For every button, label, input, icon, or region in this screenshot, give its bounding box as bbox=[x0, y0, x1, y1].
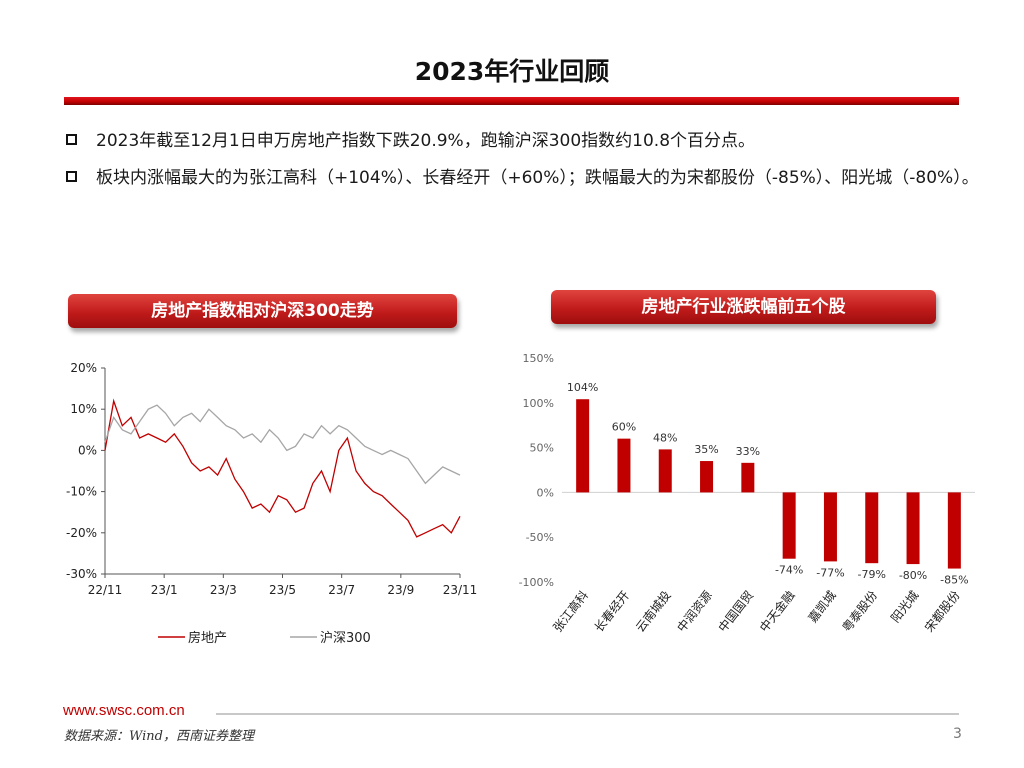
footer-url: www.swsc.com.cn bbox=[63, 702, 185, 719]
right-panel-title: 房地产行业涨跌幅前五个股 bbox=[551, 290, 936, 324]
bar bbox=[823, 492, 837, 562]
y-tick-label: -100% bbox=[519, 576, 554, 589]
category-label: 长春经开 bbox=[592, 588, 633, 634]
data-label: 104% bbox=[567, 381, 598, 394]
category-label: 粤泰股份 bbox=[839, 588, 880, 635]
bullet-square-icon bbox=[66, 134, 77, 145]
y-tick-label: -10% bbox=[66, 485, 97, 499]
x-tick-label: 23/5 bbox=[269, 583, 296, 597]
series-line-csi300 bbox=[104, 404, 461, 485]
bullet-square-icon bbox=[66, 171, 77, 182]
y-tick-label: -20% bbox=[66, 526, 97, 540]
bullet-item-2: 板块内涨幅最大的为张江高科（+104%）、长春经开（+60%）；跌幅最大的为宋都… bbox=[64, 164, 984, 224]
bar bbox=[658, 449, 672, 493]
y-tick-label: 20% bbox=[70, 361, 97, 375]
bar bbox=[700, 461, 714, 493]
y-tick-label: 50% bbox=[530, 442, 554, 455]
bar bbox=[782, 492, 796, 559]
y-tick-label: -50% bbox=[526, 531, 554, 544]
data-label: 48% bbox=[653, 431, 677, 444]
data-label: -77% bbox=[816, 566, 844, 579]
y-tick-label: 10% bbox=[70, 402, 97, 416]
category-label: 中国国贸 bbox=[715, 588, 756, 635]
category-label: 云南城投 bbox=[632, 588, 673, 635]
data-label: 35% bbox=[694, 443, 718, 456]
y-tick-label: 0% bbox=[78, 443, 97, 457]
y-tick-label: -30% bbox=[66, 567, 97, 581]
category-label: 阳光城 bbox=[888, 588, 921, 625]
legend-label: 房地产 bbox=[188, 630, 227, 646]
data-label: -85% bbox=[940, 574, 968, 587]
page-number: 3 bbox=[953, 726, 962, 742]
data-label: -79% bbox=[858, 568, 886, 581]
bullet-text: 2023年截至12月1日申万房地产指数下跌20.9%，跑输沪深300指数约10.… bbox=[96, 131, 756, 151]
bar-chart: 150% 100% 50% 0% -50% -100% 104% 60% 48% 35% 33% -… bbox=[519, 352, 975, 635]
title-divider bbox=[64, 97, 959, 105]
y-tick-label: 100% bbox=[523, 397, 554, 410]
bullet-item-1: 2023年截至12月1日申万房地产指数下跌20.9%，跑输沪深300指数约10.… bbox=[64, 127, 984, 155]
category-label: 中润资源 bbox=[674, 588, 715, 635]
series-line-real-estate bbox=[104, 398, 461, 538]
x-tick-label: 22/11 bbox=[88, 583, 123, 597]
bar bbox=[617, 438, 631, 493]
category-label: 中天金融 bbox=[756, 588, 797, 635]
line-chart: 20% 10% 0% -10% -20% -30% 22/11 23/1 23/3 23/5 23… bbox=[66, 361, 478, 646]
data-label: 33% bbox=[736, 445, 760, 458]
bar bbox=[576, 399, 590, 493]
x-tick-label: 23/9 bbox=[387, 583, 414, 597]
left-panel-title: 房地产指数相对沪深300走势 bbox=[68, 294, 457, 328]
x-tick-label: 23/3 bbox=[210, 583, 237, 597]
footer-source: 数据来源：Wind，西南证券整理 bbox=[64, 729, 254, 744]
x-tick-label: 23/1 bbox=[151, 583, 178, 597]
x-tick-label: 23/11 bbox=[443, 583, 478, 597]
x-tick-label: 23/7 bbox=[328, 583, 355, 597]
data-label: 60% bbox=[612, 421, 636, 434]
bar bbox=[906, 492, 920, 565]
bullet-text: 板块内涨幅最大的为张江高科（+104%）、长春经开（+60%）；跌幅最大的为宋都… bbox=[96, 168, 979, 188]
bar bbox=[865, 492, 879, 564]
footer-divider bbox=[216, 713, 959, 715]
data-label: -74% bbox=[775, 564, 803, 577]
y-tick-label: 150% bbox=[523, 352, 554, 365]
category-label: 宋都股份 bbox=[921, 588, 962, 635]
category-label: 嘉凯城 bbox=[806, 588, 839, 625]
data-label: -80% bbox=[899, 569, 927, 582]
page-title: 2023年行业回顾 bbox=[414, 57, 610, 86]
bar bbox=[947, 492, 961, 569]
y-tick-label: 0% bbox=[537, 486, 554, 499]
bar bbox=[741, 462, 755, 493]
legend-label: 沪深300 bbox=[320, 630, 371, 646]
category-label: 张江高科 bbox=[550, 588, 591, 635]
